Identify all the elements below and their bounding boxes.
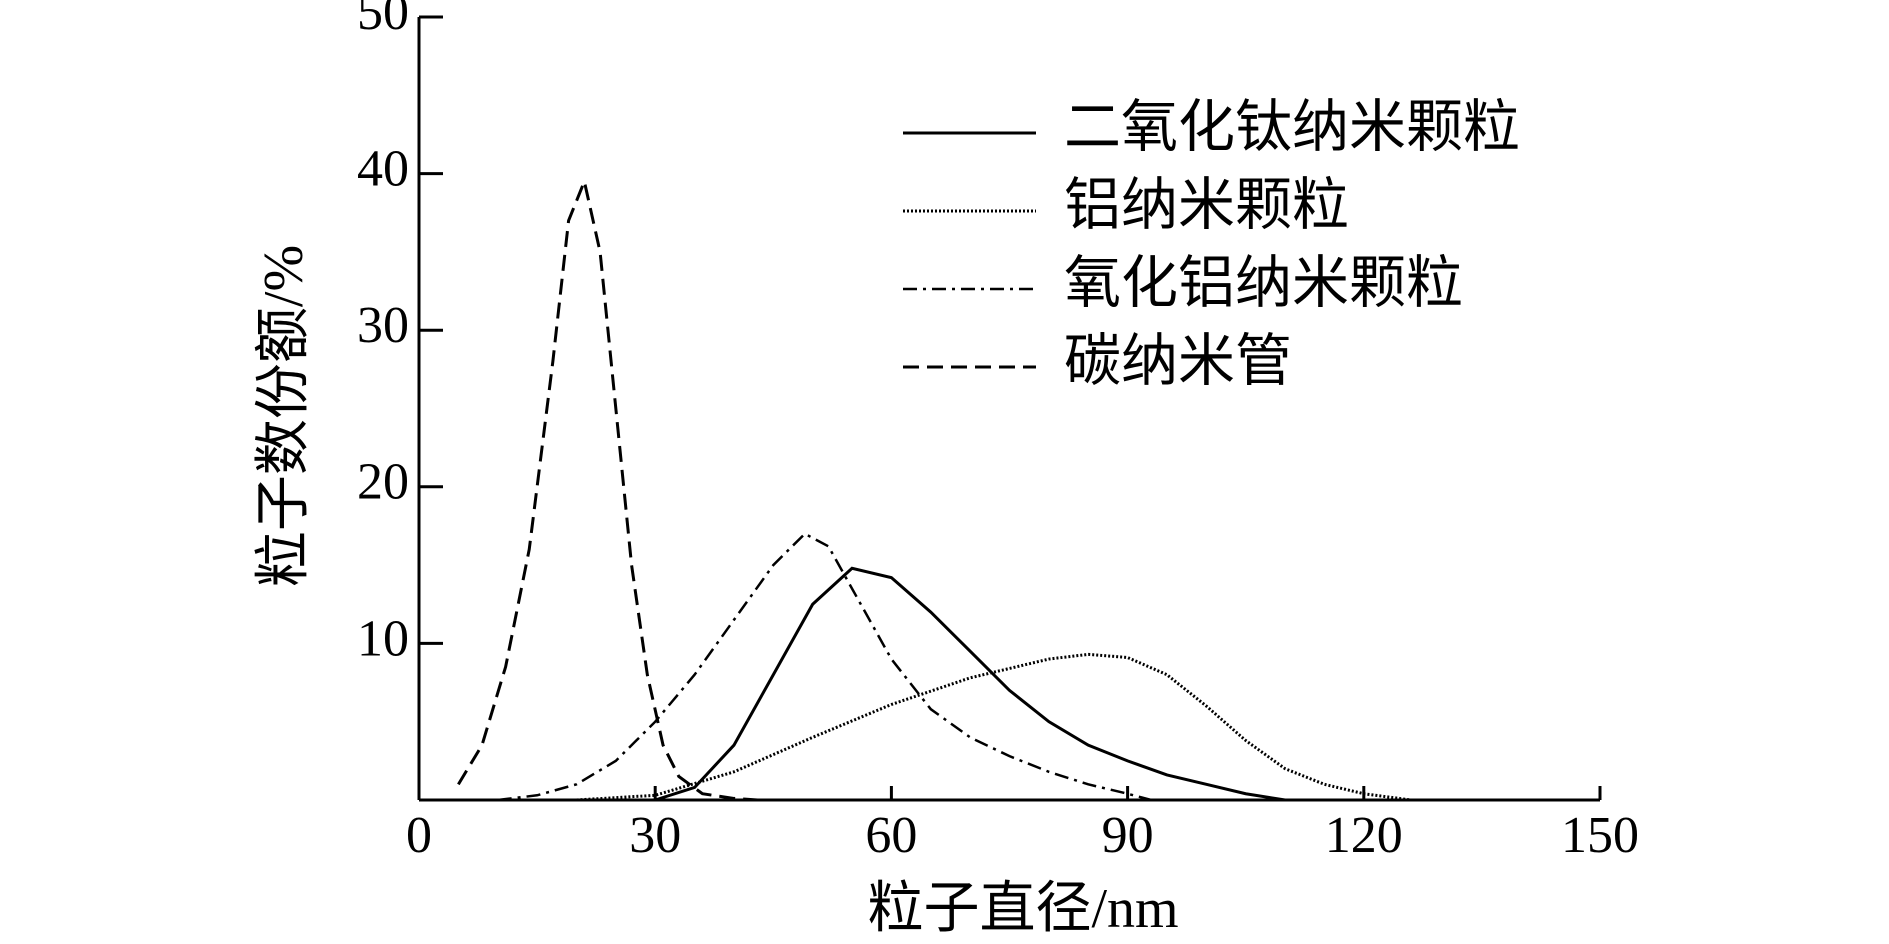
series-line xyxy=(576,652,1412,802)
x-tick-label: 90 xyxy=(1102,807,1154,864)
y-tick-label: 20 xyxy=(357,454,409,511)
legend-label: 碳纳米管 xyxy=(1064,330,1292,393)
x-tick-label: 120 xyxy=(1325,807,1403,864)
x-tick-label: 0 xyxy=(406,807,432,864)
y-tick-label: 30 xyxy=(357,297,409,354)
y-tick-label: 10 xyxy=(357,610,409,667)
x-axis-label: 粒子直径/nm xyxy=(867,878,1178,940)
legend-label: 铝纳米颗粒 xyxy=(1064,174,1349,237)
series-line xyxy=(497,532,1152,802)
x-tick-label: 30 xyxy=(629,807,681,864)
legend-label: 二氧化钛纳米颗粒 xyxy=(1064,96,1520,159)
series-line xyxy=(654,566,1286,802)
x-tick-label: 60 xyxy=(865,807,917,864)
x-tick-label: 150 xyxy=(1561,807,1639,864)
y-axis-label: 粒子数份额/% xyxy=(253,245,315,587)
y-tick-label: 40 xyxy=(357,141,409,198)
y-tick-label: 50 xyxy=(357,0,409,41)
legend-label: 氧化铝纳米颗粒 xyxy=(1064,252,1463,315)
series-line xyxy=(457,176,758,802)
